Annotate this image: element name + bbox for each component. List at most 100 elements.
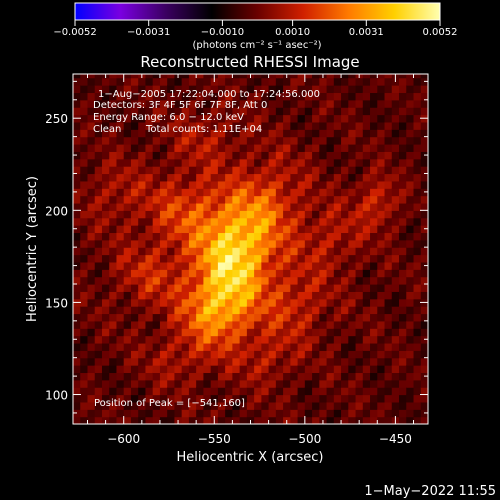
heatmap-cell bbox=[275, 166, 284, 175]
heatmap-cell bbox=[145, 188, 154, 197]
heatmap-cell bbox=[283, 254, 291, 263]
heatmap-cell bbox=[370, 416, 378, 424]
heatmap-cell bbox=[109, 320, 118, 329]
heatmap-cell bbox=[254, 232, 262, 241]
heatmap-cell bbox=[348, 365, 357, 374]
heatmap-cell bbox=[138, 225, 147, 234]
heatmap-cell bbox=[159, 342, 168, 351]
heatmap-cell bbox=[246, 107, 255, 116]
heatmap-cell bbox=[130, 328, 139, 337]
heatmap-cell bbox=[391, 372, 400, 381]
info-annotation: 1−Aug−2005 17:22:04.000 to 17:24:56.000 … bbox=[93, 89, 320, 409]
heatmap-cell bbox=[290, 85, 299, 94]
heatmap-cell bbox=[261, 151, 270, 160]
heatmap-cell bbox=[391, 313, 400, 322]
heatmap-cell bbox=[268, 284, 277, 292]
heatmap-cell bbox=[312, 202, 320, 211]
heatmap-cell bbox=[297, 357, 306, 366]
heatmap-cell bbox=[246, 225, 255, 234]
heatmap-cell bbox=[261, 335, 270, 344]
heatmap-cell bbox=[355, 320, 364, 329]
heatmap-cell bbox=[73, 254, 81, 263]
heatmap-cell bbox=[73, 342, 81, 351]
heatmap-cell bbox=[254, 225, 262, 234]
heatmap-cell bbox=[188, 99, 197, 108]
heatmap-cell bbox=[275, 416, 284, 424]
heatmap-cell bbox=[254, 372, 262, 381]
heatmap-cell bbox=[304, 85, 313, 94]
heatmap-cell bbox=[217, 74, 226, 79]
heatmap-cell bbox=[319, 173, 328, 182]
heatmap-cell bbox=[290, 180, 299, 189]
heatmap-cell bbox=[101, 99, 110, 108]
heatmap-cell bbox=[152, 107, 161, 116]
heatmap-cell bbox=[87, 92, 96, 101]
heatmap-cell bbox=[87, 306, 96, 315]
heatmap-cell bbox=[391, 195, 400, 204]
heatmap-cell bbox=[210, 342, 219, 351]
heatmap-cell bbox=[304, 269, 313, 278]
heatmap-cell bbox=[130, 379, 139, 388]
heatmap-cell bbox=[203, 261, 212, 270]
heatmap-cell bbox=[130, 195, 139, 204]
heatmap-cell bbox=[348, 298, 357, 307]
heatmap-cell bbox=[391, 306, 400, 315]
heatmap-cell bbox=[138, 180, 147, 189]
heatmap-cell bbox=[391, 188, 400, 197]
heatmap-cell bbox=[268, 298, 277, 307]
heatmap-cell bbox=[80, 298, 89, 307]
heatmap-cell bbox=[254, 114, 262, 123]
heatmap-cell bbox=[297, 92, 306, 101]
heatmap-cell bbox=[217, 276, 226, 285]
heatmap-cell bbox=[355, 401, 364, 410]
heatmap-cell bbox=[254, 284, 262, 292]
heatmap-cell bbox=[167, 342, 176, 351]
heatmap-cell bbox=[80, 107, 89, 116]
heatmap-cell bbox=[116, 298, 125, 307]
heatmap-cell bbox=[94, 114, 103, 123]
heatmap-cell bbox=[377, 217, 386, 226]
heatmap-cell bbox=[333, 239, 342, 248]
heatmap-cell bbox=[130, 247, 139, 256]
heatmap-cell bbox=[80, 173, 89, 182]
heatmap-cell bbox=[341, 365, 349, 374]
heatmap-cell bbox=[145, 232, 154, 241]
heatmap-cell bbox=[319, 320, 328, 329]
heatmap-cell bbox=[319, 284, 328, 292]
heatmap-cell bbox=[377, 379, 386, 388]
heatmap-cell bbox=[254, 387, 262, 396]
heatmap-cell bbox=[275, 387, 284, 396]
heatmap-cell bbox=[326, 202, 335, 211]
heatmap-cell bbox=[261, 261, 270, 270]
heatmap-cell bbox=[188, 357, 197, 366]
heatmap-cell bbox=[94, 173, 103, 182]
heatmap-cell bbox=[174, 136, 183, 145]
heatmap-cell bbox=[123, 298, 132, 307]
heatmap-cell bbox=[167, 401, 176, 410]
heatmap-cell bbox=[406, 114, 415, 123]
heatmap-cell bbox=[94, 188, 103, 197]
heatmap-cell bbox=[181, 409, 190, 418]
heatmap-cell bbox=[413, 394, 422, 403]
heatmap-cell bbox=[326, 306, 335, 315]
heatmap-cell bbox=[290, 92, 299, 101]
heatmap-cell bbox=[413, 379, 422, 388]
heatmap-cell bbox=[384, 92, 393, 101]
heatmap-cell bbox=[399, 394, 407, 403]
heatmap-cell bbox=[341, 217, 349, 226]
heatmap-cell bbox=[312, 114, 320, 123]
heatmap-cell bbox=[261, 210, 270, 219]
heatmap-cell bbox=[196, 136, 205, 145]
heatmap-cell bbox=[94, 92, 103, 101]
heatmap-cell bbox=[73, 350, 81, 359]
heatmap-cell bbox=[152, 254, 161, 263]
heatmap-cell bbox=[167, 202, 176, 211]
heatmap-cell bbox=[377, 313, 386, 322]
heatmap-cell bbox=[181, 129, 190, 138]
heatmap-cell bbox=[283, 306, 291, 315]
heatmap-cell bbox=[319, 77, 328, 86]
heatmap-cell bbox=[203, 202, 212, 211]
heatmap-cell bbox=[341, 269, 349, 278]
colorbar-tick-label: 0.0031 bbox=[349, 27, 384, 38]
heatmap-cell bbox=[297, 121, 306, 130]
